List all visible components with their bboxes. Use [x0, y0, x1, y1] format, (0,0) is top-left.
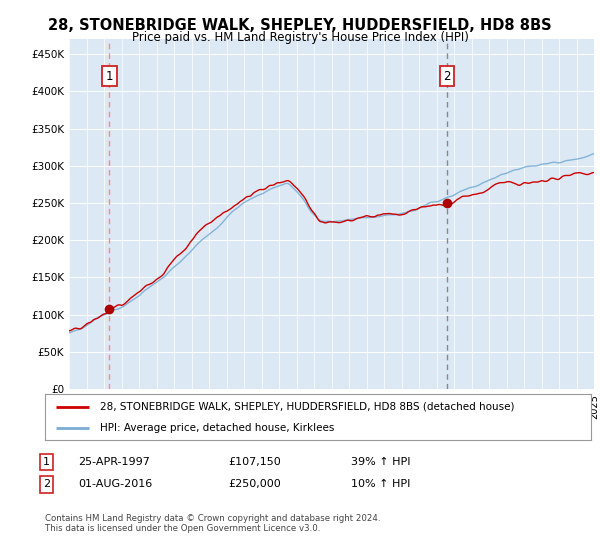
Text: 01-AUG-2016: 01-AUG-2016	[78, 479, 152, 489]
Text: 28, STONEBRIDGE WALK, SHEPLEY, HUDDERSFIELD, HD8 8BS: 28, STONEBRIDGE WALK, SHEPLEY, HUDDERSFI…	[48, 18, 552, 33]
Text: 2: 2	[443, 70, 451, 83]
Text: 39% ↑ HPI: 39% ↑ HPI	[351, 457, 410, 467]
Text: 25-APR-1997: 25-APR-1997	[78, 457, 150, 467]
Text: Contains HM Land Registry data © Crown copyright and database right 2024.
This d: Contains HM Land Registry data © Crown c…	[45, 514, 380, 534]
Text: 2: 2	[43, 479, 50, 489]
Text: £250,000: £250,000	[228, 479, 281, 489]
Text: 10% ↑ HPI: 10% ↑ HPI	[351, 479, 410, 489]
Text: 28, STONEBRIDGE WALK, SHEPLEY, HUDDERSFIELD, HD8 8BS (detached house): 28, STONEBRIDGE WALK, SHEPLEY, HUDDERSFI…	[100, 402, 514, 412]
Text: 1: 1	[106, 70, 113, 83]
Text: £107,150: £107,150	[228, 457, 281, 467]
Text: 1: 1	[43, 457, 50, 467]
Text: HPI: Average price, detached house, Kirklees: HPI: Average price, detached house, Kirk…	[100, 423, 334, 433]
Text: Price paid vs. HM Land Registry's House Price Index (HPI): Price paid vs. HM Land Registry's House …	[131, 31, 469, 44]
